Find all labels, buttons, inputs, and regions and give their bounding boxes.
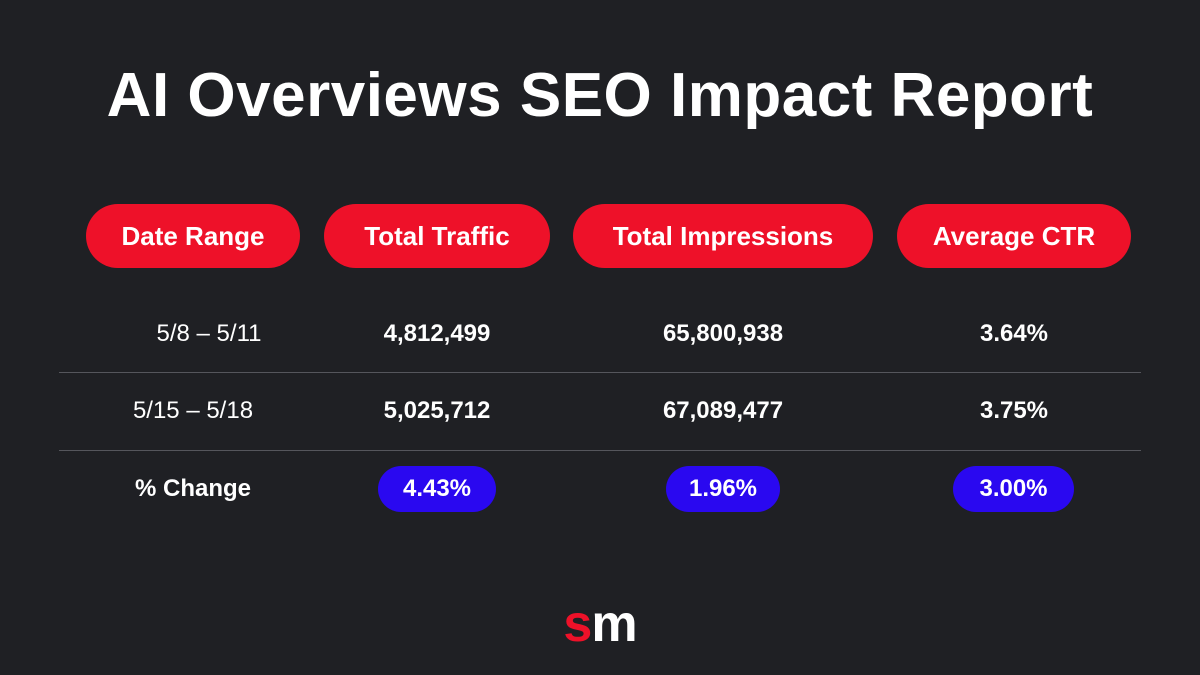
header-average-ctr: Average CTR [897,204,1131,268]
header-total-traffic: Total Traffic [324,204,550,268]
row2-date-range: 5/15 – 5/18 [132,397,254,424]
row-divider-1 [59,372,1141,373]
row1-total-traffic: 4,812,499 [383,320,491,347]
header-total-impressions: Total Impressions [573,204,873,268]
row1-total-impressions: 65,800,938 [662,320,784,347]
change-ctr-badge: 3.00% [953,466,1074,512]
logo-letter-s: s [563,595,592,653]
row1-date-range: 5/8 – 5/11 [156,320,262,347]
row2-average-ctr: 3.75% [979,397,1049,424]
row2-total-traffic: 5,025,712 [383,397,491,424]
change-impressions-badge: 1.96% [666,466,780,512]
change-traffic-badge: 4.43% [378,466,496,512]
header-date-range: Date Range [86,204,300,268]
sm-logo: sm [0,596,1200,652]
logo-letter-m: m [591,595,637,653]
row-divider-2 [59,450,1141,451]
row1-average-ctr: 3.64% [979,320,1049,347]
row3-change-label: % Change [134,475,251,502]
row2-total-impressions: 67,089,477 [662,397,784,424]
page-title: AI Overviews SEO Impact Report [106,61,1094,130]
